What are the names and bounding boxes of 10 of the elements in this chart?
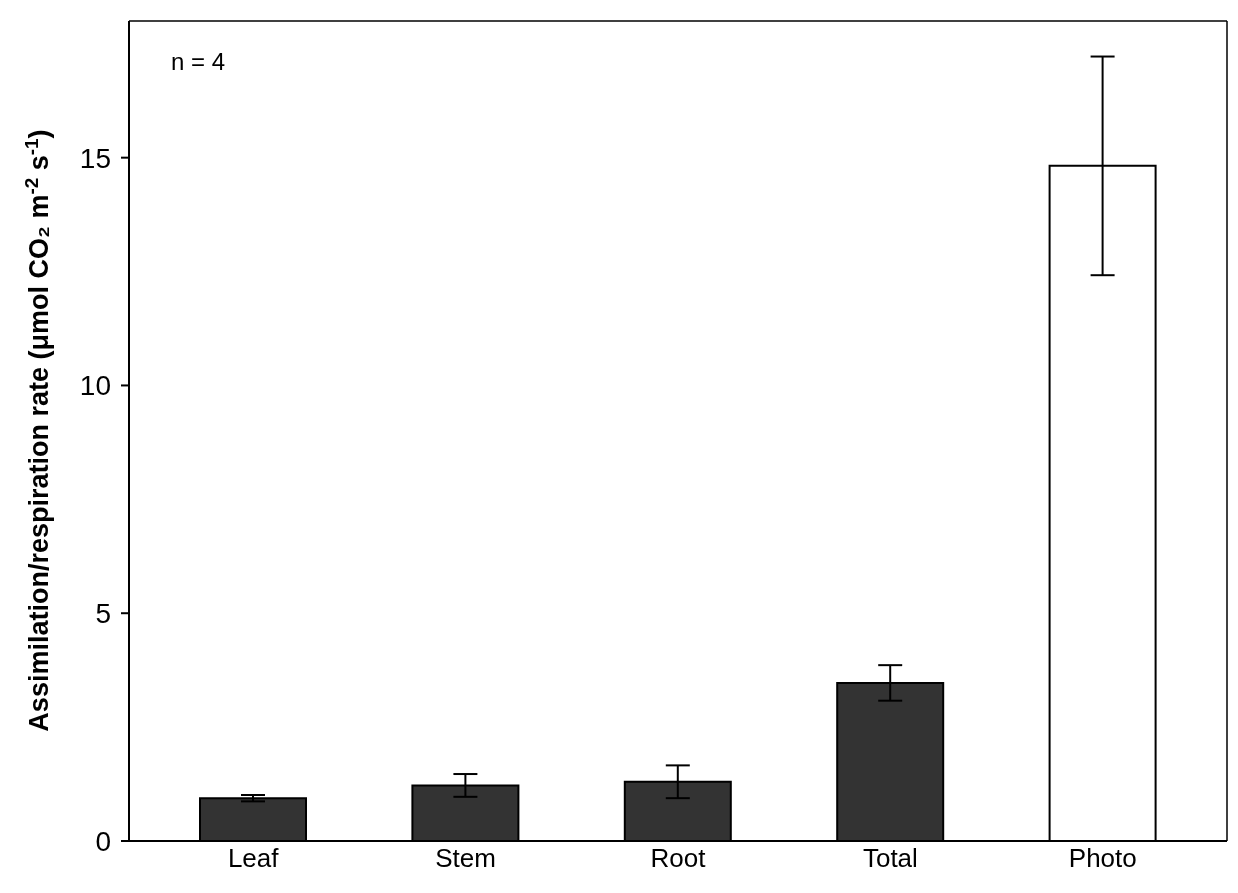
y-tick-label: 15 bbox=[79, 142, 111, 174]
annotation: n = 4 bbox=[171, 48, 226, 76]
x-tick-label: Total bbox=[862, 843, 918, 874]
x-tick-label: Stem bbox=[435, 843, 496, 874]
y-tick-label: 10 bbox=[79, 370, 111, 402]
x-tick-label: Root bbox=[650, 843, 707, 874]
x-tick-label: Leaf bbox=[227, 843, 280, 874]
y-tick-label: 0 bbox=[95, 825, 111, 857]
x-tick-label: Photo bbox=[1068, 843, 1137, 874]
y-tick-label: 5 bbox=[95, 598, 111, 630]
